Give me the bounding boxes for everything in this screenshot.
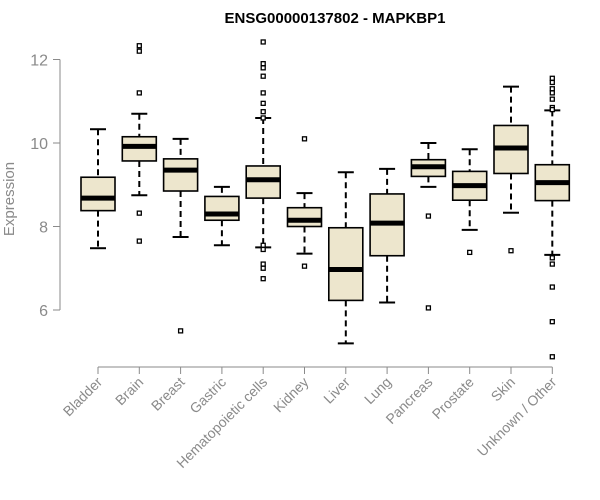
y-tick-label: 6 — [39, 303, 48, 320]
outlier-point — [549, 354, 555, 360]
iqr-box — [286, 206, 323, 228]
outlier-point — [549, 86, 555, 92]
box-group-lung — [369, 167, 405, 304]
outlier-point — [549, 106, 555, 113]
outlier-point — [260, 65, 266, 71]
outlier-point — [260, 265, 266, 271]
x-tick-label: Liver — [320, 374, 353, 407]
box-group-hematopoietic-cells — [245, 39, 281, 282]
outlier-point — [549, 79, 555, 86]
outlier-point — [260, 276, 266, 282]
outlier-point — [136, 43, 142, 49]
outlier-point — [549, 319, 555, 325]
outlier-point — [260, 246, 266, 253]
box-group-liver — [327, 171, 364, 345]
iqr-box — [162, 158, 199, 192]
iqr-box — [327, 226, 364, 302]
outlier-point — [136, 48, 142, 54]
plot-area — [80, 39, 571, 360]
outlier-point — [260, 261, 266, 267]
y-axis-label: Expression — [1, 162, 18, 236]
y-tick-label: 10 — [30, 136, 48, 153]
box-group-brain — [121, 43, 158, 244]
box-group-breast — [162, 137, 199, 334]
outlier-point — [260, 90, 266, 96]
outlier-point — [260, 39, 266, 45]
outlier-point — [260, 100, 266, 106]
outlier-point — [136, 210, 142, 216]
chart-title: ENSG00000137802 - MAPKBP1 — [225, 10, 446, 27]
x-tick-label: Skin — [488, 374, 519, 405]
x-tick-label: Bladder — [60, 374, 106, 420]
outlier-point — [425, 305, 432, 311]
x-tick-label: Lung — [361, 374, 394, 407]
outlier-point — [136, 90, 142, 96]
outlier-point — [425, 213, 432, 219]
outlier-point — [177, 328, 184, 334]
y-axis: 6 8 10 12 — [30, 53, 61, 320]
box-group-skin — [493, 85, 529, 254]
iqr-box — [121, 135, 158, 162]
outlier-point — [508, 248, 514, 254]
outlier-point — [260, 242, 266, 248]
outlier-point — [549, 284, 555, 290]
box-group-bladder — [80, 128, 116, 250]
outlier-point — [549, 261, 555, 267]
outlier-point — [549, 96, 555, 102]
outlier-point — [260, 109, 266, 115]
x-tick-label: Brain — [112, 374, 146, 408]
outlier-point — [260, 115, 266, 121]
outlier-point — [301, 263, 308, 269]
outlier-point — [549, 75, 555, 81]
y-tick-label: 12 — [30, 53, 48, 70]
box-group-prostate — [451, 148, 488, 256]
iqr-box — [80, 176, 116, 212]
box-group-kidney — [286, 136, 323, 269]
y-tick-label: 8 — [39, 220, 48, 237]
outlier-point — [549, 255, 555, 261]
box-group-unknown-other — [534, 75, 571, 360]
outlier-point — [301, 136, 308, 142]
box-group-gastric — [204, 185, 240, 247]
outlier-point — [260, 61, 266, 67]
x-tick-label: Kidney — [270, 374, 312, 416]
x-tick-label: Breast — [148, 374, 188, 414]
box-group-pancreas — [410, 142, 447, 311]
outlier-point — [260, 73, 266, 79]
outlier-point — [136, 238, 142, 244]
iqr-box — [204, 195, 240, 222]
outlier-point — [467, 249, 473, 256]
x-tick-label: Prostate — [429, 374, 477, 422]
outlier-point — [549, 90, 555, 96]
